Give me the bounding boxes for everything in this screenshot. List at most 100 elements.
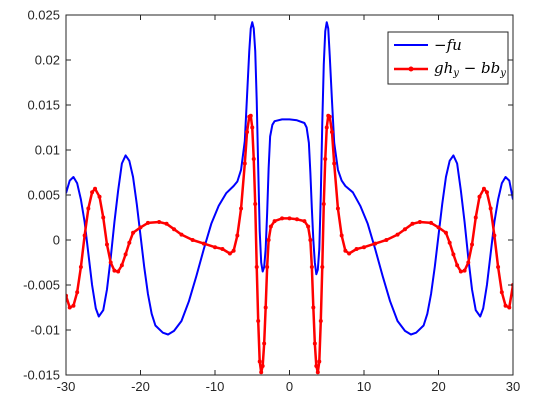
- axes-layer: -30 -20 -10 0 10 20 30 -0.015 -0.01 -0.005 0 0.005 0…: [23, 8, 520, 395]
- data-point-gh-18: [131, 230, 136, 235]
- data-point-gh-1: [67, 305, 72, 310]
- data-point-gh-77: [362, 245, 366, 250]
- data-point-gh-64: [320, 265, 325, 269]
- x-tick-label: 30: [506, 379, 520, 394]
- data-point-gh-87: [447, 240, 452, 245]
- data-point-gh-10: [101, 215, 106, 220]
- data-point-gh-12: [108, 260, 113, 265]
- data-point-gh-8: [93, 186, 98, 191]
- data-point-gh-103: [507, 305, 512, 310]
- y-tick-label: -0.015: [23, 368, 60, 383]
- data-point-gh-52: [287, 216, 292, 221]
- data-point-gh-23: [172, 227, 177, 232]
- x-tick-label: 10: [357, 379, 371, 394]
- data-point-gh-44: [260, 364, 265, 368]
- data-point-gh-73: [339, 233, 344, 238]
- data-point-gh-83: [417, 220, 422, 224]
- data-point-gh-53: [294, 217, 299, 222]
- data-point-gh-41: [256, 319, 261, 323]
- series-line-fu: [66, 21, 513, 336]
- data-point-gh-60: [314, 364, 319, 368]
- data-point-gh-100: [496, 265, 501, 269]
- data-point-gh-45: [262, 341, 267, 346]
- data-point-gh-70: [329, 130, 334, 134]
- data-point-gh-9: [97, 194, 102, 199]
- data-point-gh-5: [82, 233, 87, 238]
- y-tick-label: 0.015: [27, 98, 60, 113]
- data-point-gh-101: [499, 290, 504, 295]
- data-point-gh-7: [90, 190, 95, 195]
- data-point-gh-54: [302, 219, 307, 224]
- data-point-gh-13: [112, 268, 117, 273]
- data-point-gh-31: [235, 233, 240, 238]
- data-point-gh-75: [347, 251, 352, 256]
- data-point-gh-11: [104, 242, 109, 247]
- x-tick-label: -10: [206, 379, 225, 394]
- y-tick-label: -0.01: [30, 323, 60, 338]
- data-point-gh-65: [321, 202, 326, 206]
- data-point-gh-99: [492, 233, 497, 238]
- data-point-gh-32: [239, 206, 244, 211]
- data-point-gh-84: [429, 220, 434, 225]
- data-point-gh-46: [263, 305, 268, 310]
- data-point-gh-24: [179, 232, 184, 237]
- data-point-gh-92: [466, 260, 471, 265]
- data-point-gh-33: [242, 161, 247, 166]
- legend: −fu ghy − bby: [387, 31, 509, 85]
- data-point-gh-90: [458, 269, 463, 274]
- data-point-gh-81: [402, 227, 407, 232]
- data-point-gh-37: [250, 125, 255, 130]
- data-point-gh-19: [138, 225, 143, 230]
- data-point-gh-49: [268, 224, 273, 229]
- y-tick-label: 0.005: [27, 188, 60, 203]
- data-point-gh-58: [311, 305, 316, 310]
- data-point-gh-86: [443, 230, 448, 235]
- data-point-gh-76: [354, 247, 359, 251]
- data-point-gh-71: [332, 161, 337, 166]
- data-point-gh-79: [384, 238, 389, 242]
- series-layer: [66, 21, 513, 375]
- y-tick-label: 0.025: [27, 8, 60, 23]
- data-point-gh-50: [272, 219, 277, 224]
- data-point-gh-39: [253, 202, 258, 206]
- data-point-gh-55: [306, 224, 311, 229]
- data-point-gh-72: [335, 206, 340, 211]
- data-point-gh-66: [323, 157, 328, 161]
- data-point-gh-82: [410, 221, 415, 226]
- data-point-gh-67: [324, 125, 329, 130]
- data-point-gh-62: [317, 359, 322, 364]
- data-point-gh-47: [265, 265, 270, 269]
- data-point-gh-102: [503, 303, 508, 308]
- data-point-gh-14: [116, 269, 121, 274]
- x-tick-label: 20: [431, 379, 445, 394]
- data-point-gh-27: [213, 245, 217, 250]
- data-point-gh-91: [462, 268, 467, 273]
- data-point-gh-26: [201, 241, 206, 246]
- data-point-gh-88: [451, 252, 456, 257]
- data-point-gh-95: [477, 194, 482, 199]
- data-point-gh-51: [280, 216, 285, 221]
- legend-label-fu: −fu: [434, 36, 462, 54]
- y-tick-label: 0: [53, 233, 60, 248]
- data-point-gh-61: [315, 370, 320, 375]
- data-point-gh-36: [248, 113, 253, 118]
- data-point-gh-38: [251, 157, 256, 161]
- y-tick-label: -0.005: [23, 278, 60, 293]
- data-point-gh-42: [257, 359, 262, 364]
- data-point-gh-63: [318, 319, 323, 323]
- data-point-gh-78: [373, 241, 378, 246]
- data-point-gh-94: [473, 215, 478, 220]
- data-point-gh-16: [123, 252, 128, 257]
- data-point-gh-3: [75, 290, 80, 295]
- data-point-gh-25: [190, 238, 195, 242]
- data-point-gh-74: [343, 248, 348, 253]
- data-point-gh-40: [254, 265, 259, 269]
- data-point-gh-6: [86, 206, 91, 211]
- data-point-gh-34: [245, 130, 250, 134]
- y-tick-label: 0.01: [35, 143, 60, 158]
- data-point-gh-15: [119, 263, 124, 268]
- data-point-gh-28: [220, 247, 225, 251]
- y-tick-label: 0.02: [35, 53, 60, 68]
- data-point-gh-4: [78, 265, 83, 269]
